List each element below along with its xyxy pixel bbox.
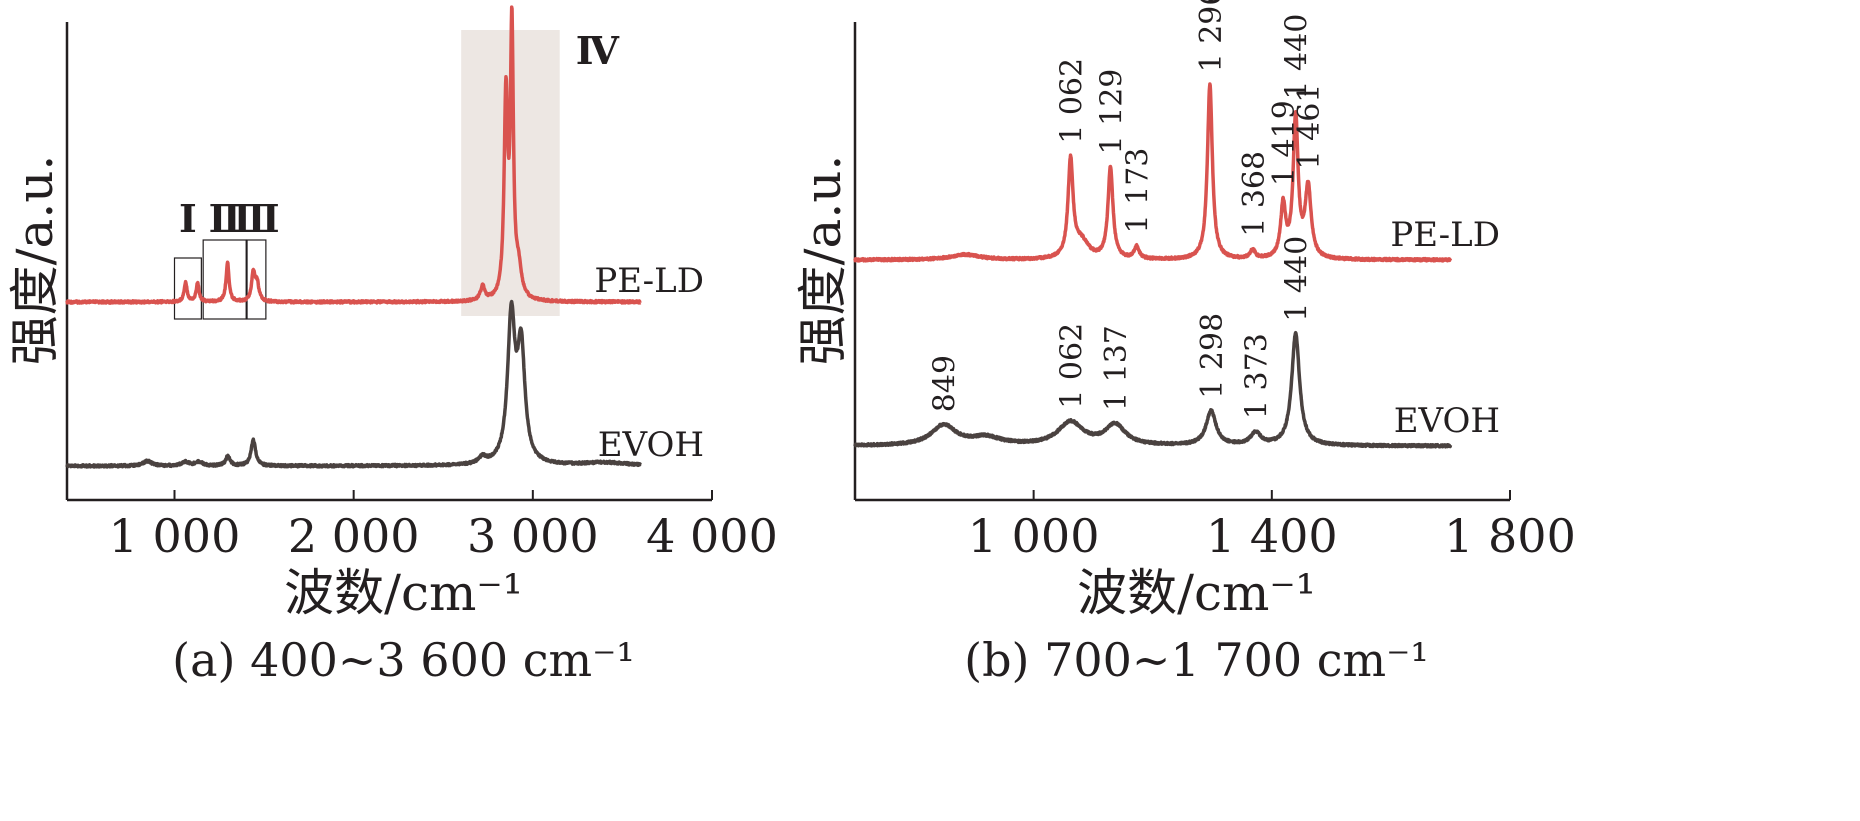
series-label: EVOH: [598, 425, 704, 465]
region-box: [202, 239, 247, 320]
region-label: Ⅱ: [209, 196, 241, 241]
x-axis-title: 波数/cm⁻¹: [1077, 564, 1316, 622]
x-tick-label: 1 000: [968, 509, 1100, 563]
spectrum-line-pe-ld: [853, 82, 1453, 263]
region-box: [173, 257, 202, 320]
region-label: Ⅲ: [233, 196, 279, 241]
panel-caption: (b) 700~1 700 cm⁻¹: [964, 633, 1429, 687]
spectrum-line-evoh: [65, 299, 642, 469]
peak-label: 1 296: [1194, 0, 1229, 72]
peak-label: 1 173: [1121, 148, 1156, 234]
x-tick-label: 1 400: [1206, 509, 1338, 563]
panel-b: 1 000 1 400 1 800 波数/cm⁻¹ 强度/a.u. (b) 700~1 7…: [794, 0, 1576, 687]
peak-label: 849: [928, 355, 963, 412]
region-box: [246, 239, 267, 320]
series-label: PE-LD: [1390, 215, 1500, 255]
peak-label: 1 129: [1095, 69, 1130, 155]
region-label: Ⅰ: [179, 196, 197, 241]
region-label: Ⅳ: [576, 28, 620, 73]
y-axis-title: 强度/a.u.: [794, 155, 852, 366]
peak-label: 1 440: [1280, 14, 1315, 100]
series-label: PE-LD: [594, 261, 704, 301]
x-tick-label: 3 000: [467, 509, 599, 563]
x-axis-title: 波数/cm⁻¹: [284, 564, 523, 622]
y-axis-title: 强度/a.u.: [6, 155, 64, 366]
peak-label: 1 419: [1267, 100, 1302, 186]
peak-label: 1 368: [1237, 151, 1272, 237]
peak-label: 1 461: [1292, 84, 1327, 170]
peak-label: 1 440: [1280, 236, 1315, 322]
peak-label: 1 373: [1240, 333, 1275, 419]
spectrum-line-evoh: [853, 330, 1453, 449]
peak-label: 1 062: [1055, 323, 1090, 409]
peak-label: 1 137: [1099, 325, 1134, 411]
peak-label: 1 298: [1195, 313, 1230, 399]
x-tick-label: 1 800: [1444, 509, 1576, 563]
spectrum-line-pe-ld: [65, 5, 642, 305]
x-tick-label: 1 000: [109, 509, 241, 563]
peak-label: 1 062: [1055, 58, 1090, 144]
panel-caption: (a) 400~3 600 cm⁻¹: [172, 633, 635, 687]
x-tick-label: 4 000: [646, 509, 778, 563]
series-label: EVOH: [1394, 401, 1500, 441]
x-tick-label: 2 000: [288, 509, 420, 563]
